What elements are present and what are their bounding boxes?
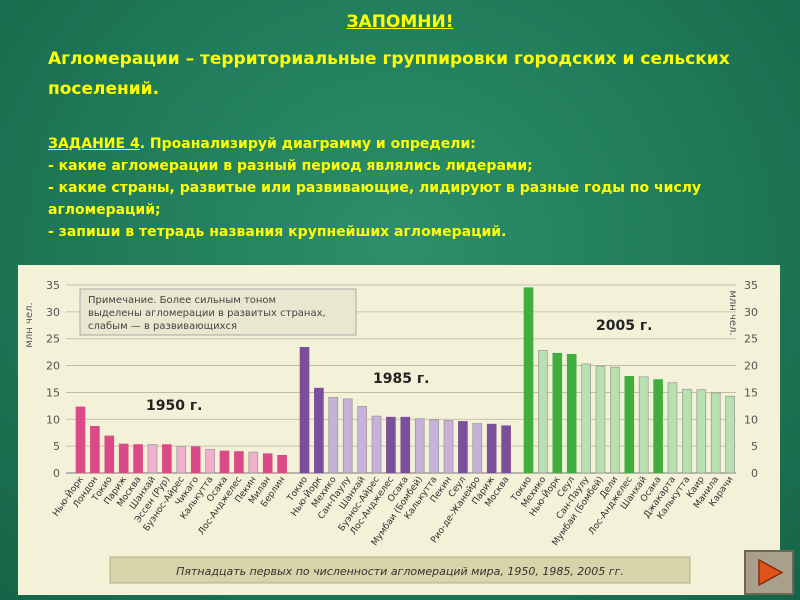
y-tick-label-left: 35 — [46, 279, 60, 292]
bar — [371, 415, 382, 474]
task-intro: . Проанализируй диаграмму и определи: — [139, 136, 476, 152]
bar — [538, 350, 548, 474]
bar — [90, 425, 100, 474]
task-item: - запиши в тетрадь названия крупнейших а… — [48, 224, 507, 240]
task-intro-line: ЗАДАНИЕ 4. Проанализируй диаграмму и опр… — [48, 133, 793, 155]
agglomeration-definition: Агломерации – территориальные группировк… — [48, 49, 730, 99]
y-tick-label-left: 5 — [53, 440, 60, 453]
bar — [414, 418, 425, 474]
bar — [610, 366, 620, 474]
bar — [400, 416, 411, 474]
bar — [443, 420, 454, 474]
y-tick-label-right: 5 — [751, 440, 758, 453]
bar — [234, 451, 244, 474]
y-tick-label-right: 35 — [744, 279, 758, 292]
bar — [624, 376, 635, 474]
bar — [653, 379, 663, 474]
bar — [162, 444, 172, 474]
group-label-bg — [140, 395, 196, 415]
y-tick-label-left: 15 — [46, 386, 60, 399]
y-tick-label-left: 10 — [46, 413, 60, 426]
bar — [248, 451, 259, 474]
bar — [638, 376, 649, 474]
note-line: Примечание. Более сильным тоном — [88, 295, 276, 306]
bar — [262, 453, 273, 474]
bar — [104, 435, 115, 474]
bar — [710, 392, 721, 474]
caption-box — [109, 556, 691, 584]
bar — [314, 387, 324, 474]
y-tick-label-right: 20 — [744, 360, 758, 373]
bar — [357, 406, 367, 474]
bar — [386, 416, 396, 474]
bar — [458, 421, 468, 474]
y-tick-label-left: 20 — [46, 360, 60, 373]
y-tick-label-right: 25 — [744, 333, 758, 346]
y-tick-label-left: 0 — [53, 467, 60, 480]
bar — [277, 454, 287, 474]
y-tick-label-right: 10 — [744, 413, 758, 426]
play-arrow-icon — [758, 558, 784, 587]
y-axis-label-right: млн чел. — [727, 290, 738, 335]
group-label: 1950 г. — [146, 398, 202, 414]
bar — [667, 382, 678, 474]
task-item: - какие страны, развитые или развивающие… — [48, 180, 702, 218]
bar — [147, 444, 158, 474]
bar — [523, 287, 534, 474]
bar — [595, 365, 606, 474]
bar — [696, 389, 707, 474]
y-tick-label-left: 25 — [46, 333, 60, 346]
remember-heading: ЗАПОМНИ! — [346, 12, 454, 32]
bar — [190, 446, 201, 474]
next-slide-button[interactable] — [744, 550, 794, 595]
bar — [566, 353, 577, 474]
bar — [501, 425, 511, 474]
y-tick-label-right: 30 — [744, 306, 758, 319]
chart-container: 0 0 5 5 10 10 15 15 20 20 25 25 30 30 35 35 млн чел. млн … — [18, 265, 780, 595]
bar — [429, 419, 439, 474]
group-label-bg — [590, 315, 646, 335]
bar — [682, 388, 692, 474]
group-label-bg — [367, 368, 423, 388]
agglomeration-chart: 0 0 5 5 10 10 15 15 20 20 25 25 30 30 35 35 млн чел. млн … — [24, 279, 758, 584]
y-tick-label-right: 0 — [751, 467, 758, 480]
task-block: ЗАДАНИЕ 4. Проанализируй диаграмму и опр… — [48, 133, 793, 243]
y-tick-label-left: 30 — [46, 306, 60, 319]
group-label: 2005 г. — [596, 318, 652, 334]
bar — [176, 445, 187, 474]
note-line: слабым — в развивающихся — [88, 321, 237, 332]
bar — [581, 363, 591, 474]
bar — [75, 406, 86, 474]
bar — [299, 347, 310, 474]
bar — [328, 396, 339, 474]
bar — [472, 423, 483, 474]
bar — [725, 395, 735, 474]
bar — [219, 450, 230, 474]
chart-caption: Пятнадцать первых по численности агломер… — [176, 565, 624, 578]
y-axis-label-left: млн чел. — [24, 302, 35, 347]
task-item: - какие агломерации в разный период явля… — [48, 158, 533, 174]
bar — [205, 449, 215, 474]
task-label: ЗАДАНИЕ 4 — [48, 136, 140, 152]
note-box — [79, 288, 357, 336]
group-label: 1985 г. — [373, 371, 429, 387]
bar — [486, 423, 497, 474]
bar — [342, 398, 353, 474]
bar — [552, 352, 563, 474]
bar — [133, 444, 143, 474]
bar — [118, 443, 129, 474]
note-line: выделены агломерации в развитых странах, — [88, 308, 326, 319]
y-tick-label-right: 15 — [744, 386, 758, 399]
